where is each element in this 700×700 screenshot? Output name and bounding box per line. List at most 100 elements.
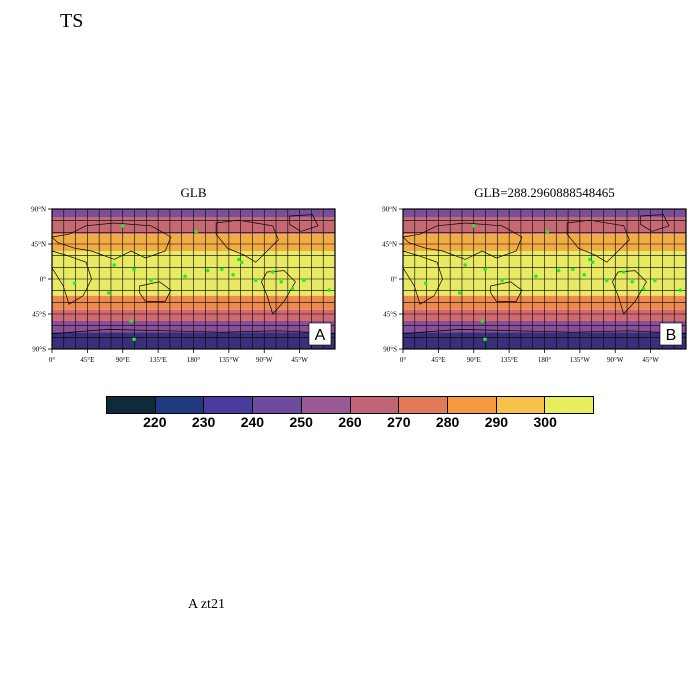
plot-title: TS	[60, 10, 84, 32]
coastline	[566, 219, 630, 263]
coastline	[402, 222, 523, 260]
colorbar-swatch	[350, 397, 400, 413]
station-marker	[194, 229, 199, 234]
panel-tag: B	[666, 327, 677, 344]
colorbar-label: 290	[484, 414, 509, 430]
lat-tick-label: 90°S	[32, 346, 46, 354]
lat-tick-label: 45°N	[382, 241, 397, 249]
station-marker	[129, 319, 134, 323]
station-marker	[183, 274, 187, 278]
station-marker	[534, 274, 538, 278]
station-marker	[463, 263, 468, 267]
lon-tick-label: 180°	[538, 356, 552, 364]
station-marker	[220, 267, 224, 271]
colorbar-swatch	[253, 397, 302, 413]
station-marker	[270, 270, 275, 274]
colorbar-swatch	[447, 397, 497, 413]
station-marker	[500, 278, 504, 283]
colorbar-label: 250	[289, 414, 313, 430]
lon-tick-label: 45°W	[642, 356, 659, 364]
station-marker	[483, 267, 487, 271]
colorbar-label: 230	[191, 414, 216, 430]
colorbar-swatch	[204, 397, 254, 413]
panel-tag-box	[659, 322, 683, 346]
colorbar-label: 300	[533, 414, 557, 430]
map-panel-b: 90°N45°N0°45°S90°S0° 45°E 90°E 135°E 180° 135…	[382, 206, 687, 364]
colorbar-label: 270	[387, 414, 411, 430]
lat-tick-label: 45°S	[32, 311, 46, 319]
station-marker	[641, 287, 646, 291]
station-marker	[457, 291, 462, 295]
lon-tick-label: 135°W	[219, 356, 239, 364]
lon-tick-label: 45°E	[431, 356, 445, 364]
station-marker	[678, 288, 683, 292]
lon-tick-label: 0°	[400, 356, 407, 364]
station-marker	[423, 281, 428, 285]
colorbar-label: 280	[435, 414, 460, 430]
lon-tick-label: 90°E	[467, 356, 481, 364]
coastline	[640, 214, 670, 232]
lat-tick-label: 90°N	[31, 206, 46, 214]
map-panel-a: 90°N45°N0°45°S90°S0° 45°E 90°E 135°E 180° 135…	[31, 206, 336, 364]
station-marker	[112, 263, 117, 267]
colorbar	[106, 396, 594, 414]
station-marker	[630, 280, 635, 284]
lon-tick-label: 0°	[49, 356, 56, 364]
coastline	[261, 270, 296, 315]
station-marker	[239, 260, 244, 264]
panel-tag-box	[308, 322, 332, 346]
station-marker	[279, 280, 284, 284]
station-marker	[149, 278, 153, 283]
station-marker	[590, 260, 595, 264]
station-marker	[72, 281, 77, 285]
colorbar-swatch	[545, 397, 594, 413]
panel-a-title: GLB	[180, 185, 207, 200]
station-marker	[621, 270, 626, 274]
coastline	[490, 281, 523, 302]
station-marker	[480, 319, 485, 323]
station-marker	[106, 291, 111, 295]
colorbar-swatch	[155, 397, 205, 413]
station-marker	[653, 278, 657, 283]
lon-tick-label: 45°E	[80, 356, 94, 364]
station-marker	[236, 257, 241, 262]
lat-tick-label: 0°	[391, 276, 398, 284]
panel-b-title: GLB=288.2960888548465	[474, 185, 615, 200]
colorbar-swatch	[399, 397, 448, 413]
station-marker	[582, 273, 586, 277]
colorbar-swatch	[496, 397, 546, 413]
coastline	[289, 214, 319, 232]
lon-tick-label: 135°W	[570, 356, 590, 364]
lat-tick-label: 45°N	[31, 241, 46, 249]
colorbar-label: 240	[240, 414, 265, 430]
lat-tick-label: 90°S	[383, 346, 397, 354]
panel-tag: A	[315, 327, 326, 344]
station-marker	[253, 278, 258, 283]
station-marker	[571, 267, 575, 271]
station-marker	[231, 273, 235, 277]
colorbar-label: 260	[338, 414, 362, 430]
station-marker	[604, 278, 609, 283]
station-marker	[327, 288, 332, 292]
footer-label: A zt21	[188, 597, 225, 612]
coastline	[215, 219, 279, 263]
coastline	[402, 250, 443, 305]
coastline	[612, 270, 647, 315]
colorbar-swatch	[301, 397, 351, 413]
station-marker	[132, 267, 136, 271]
lon-tick-label: 180°	[187, 356, 201, 364]
station-marker	[587, 257, 592, 262]
station-marker	[556, 268, 561, 273]
colorbar-swatch	[107, 397, 156, 413]
lon-tick-label: 90°W	[607, 356, 624, 364]
station-marker	[545, 229, 550, 234]
lat-tick-label: 45°S	[383, 311, 397, 319]
lon-tick-label: 135°E	[149, 356, 167, 364]
colorbar-label: 220	[143, 414, 167, 430]
lat-tick-label: 0°	[40, 276, 47, 284]
coastline	[51, 250, 92, 305]
station-marker	[471, 224, 476, 228]
coastline	[139, 281, 172, 302]
station-marker	[120, 224, 125, 228]
lon-tick-label: 90°E	[116, 356, 130, 364]
